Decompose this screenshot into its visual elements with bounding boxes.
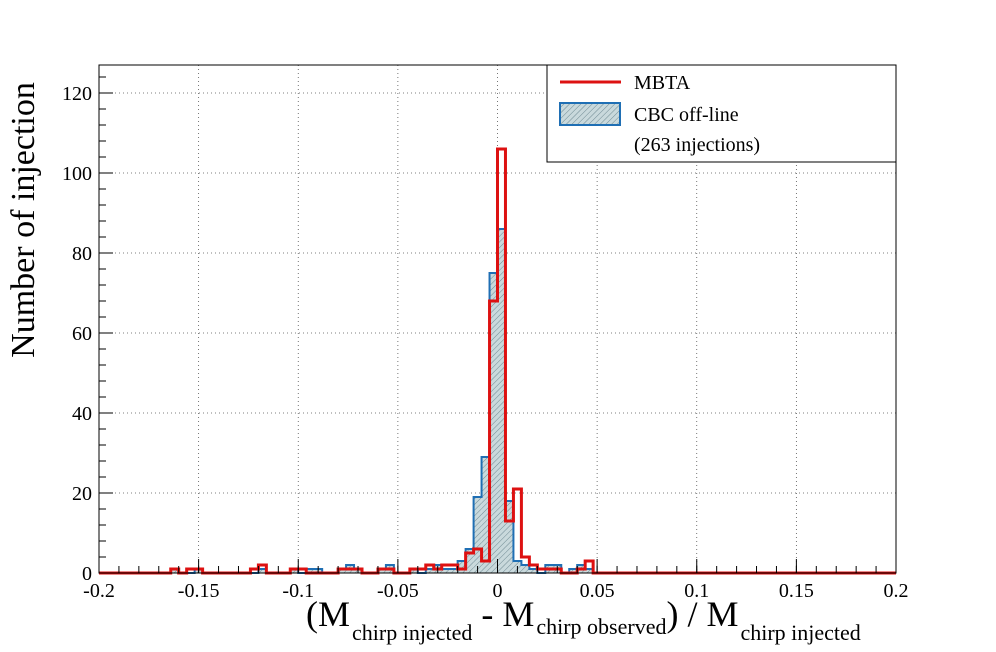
cbc-bar bbox=[529, 569, 538, 573]
y-tick-label: 20 bbox=[72, 483, 92, 505]
y-tick-label: 80 bbox=[72, 243, 92, 265]
x-tick-label: -0.2 bbox=[83, 580, 115, 602]
y-axis: 0 20 40 60 80 100 120 bbox=[62, 76, 113, 585]
y-axis-label: Number of injection bbox=[5, 82, 42, 358]
x-label-mid: - M bbox=[472, 594, 534, 634]
x-tick-label: 0.1 bbox=[684, 580, 709, 602]
y-tick-label: 0 bbox=[82, 563, 92, 585]
cbc-bar bbox=[497, 229, 506, 573]
x-label-sub-observed: chirp observed bbox=[536, 614, 666, 639]
legend: MBTA CBC off-line (263 injections) bbox=[546, 64, 897, 163]
x-tick-label: 0 bbox=[493, 580, 503, 602]
cbc-bar bbox=[457, 561, 466, 573]
cbc-bar bbox=[170, 569, 179, 573]
cbc-bar bbox=[409, 569, 418, 573]
cbc-bar bbox=[481, 457, 490, 573]
cbc-bar bbox=[465, 549, 474, 573]
y-tick-label: 120 bbox=[62, 83, 92, 105]
x-label-open: (M bbox=[306, 594, 350, 634]
cbc-bar bbox=[449, 569, 458, 573]
cbc-bar bbox=[585, 569, 594, 573]
x-tick-label: -0.15 bbox=[178, 580, 220, 602]
y-tick-label: 100 bbox=[62, 163, 92, 185]
x-label-sub-injected-2: chirp injected bbox=[740, 620, 860, 645]
cbc-bar bbox=[441, 569, 450, 573]
cbc-bar bbox=[489, 273, 498, 573]
x-label-sub-injected-1: chirp injected bbox=[352, 620, 472, 645]
legend-mbta-label: MBTA bbox=[634, 72, 691, 94]
x-tick-label: 0.2 bbox=[884, 580, 909, 602]
x-tick-label: 0.05 bbox=[580, 580, 615, 602]
x-axis: -0.2 -0.15 -0.1 -0.05 0 0.05 0.1 0.15 0.2 bbox=[83, 559, 909, 602]
y-tick-label: 40 bbox=[72, 403, 92, 425]
cbc-bar bbox=[258, 569, 267, 573]
legend-cbc-label: CBC off-line bbox=[634, 104, 739, 126]
legend-injections-label: (263 injections) bbox=[634, 134, 760, 156]
x-tick-label: -0.1 bbox=[282, 580, 314, 602]
cbc-bar bbox=[306, 569, 315, 573]
cbc-bar bbox=[425, 569, 434, 573]
legend-cbc-swatch bbox=[559, 102, 621, 126]
y-tick-label: 60 bbox=[72, 323, 92, 345]
cbc-bar bbox=[290, 569, 299, 573]
cbc-bar bbox=[473, 497, 482, 573]
x-axis-label: (Mchirp injected - Mchirp observed) / Mc… bbox=[306, 594, 861, 645]
cbc-bar bbox=[569, 569, 578, 573]
cbc-bar bbox=[338, 569, 347, 573]
cbc-bar bbox=[377, 569, 386, 573]
x-tick-label: 0.15 bbox=[779, 580, 814, 602]
cbc-bar bbox=[521, 565, 530, 573]
x-tick-label: -0.05 bbox=[377, 580, 419, 602]
cbc-bar bbox=[505, 501, 514, 573]
x-label-close: ) / M bbox=[666, 594, 738, 634]
